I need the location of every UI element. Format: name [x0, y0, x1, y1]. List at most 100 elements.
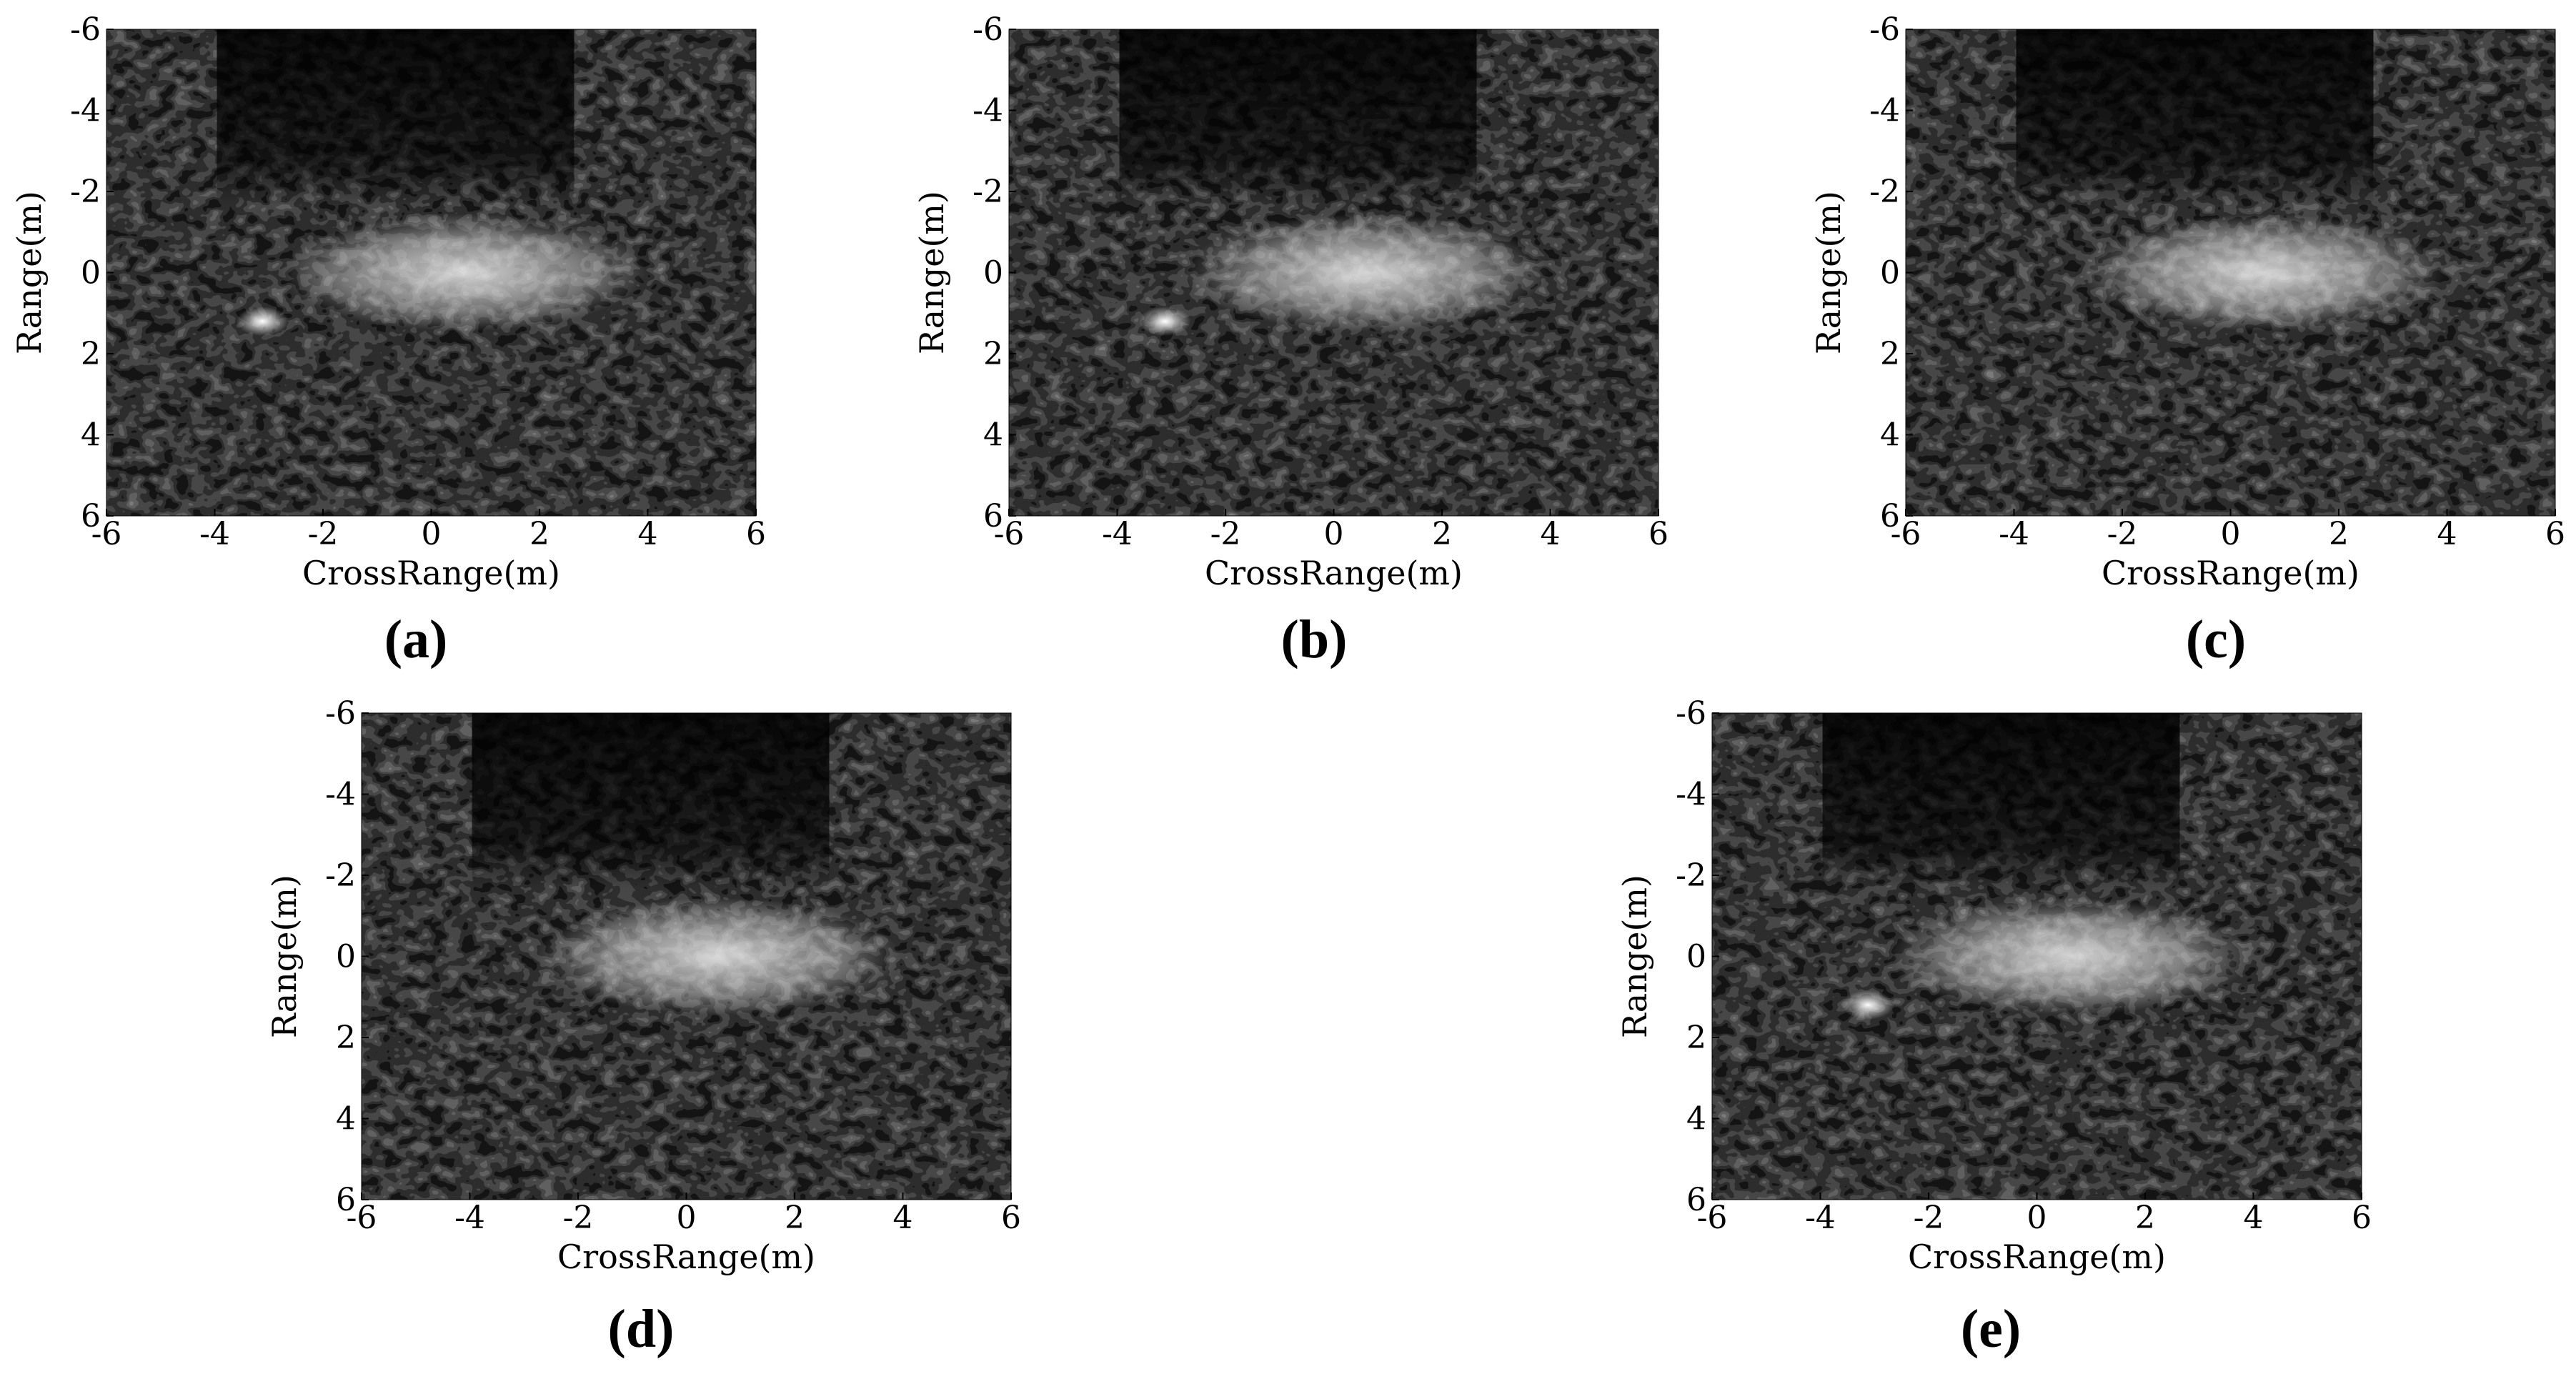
y-tick-label: 2 [1880, 336, 1900, 372]
panel: -6 -4 -2 0 2 4 6-6-4-20246CrossRange(m)Range(m… [1616, 695, 2372, 1359]
x-tick-label: 4 [638, 516, 658, 552]
y-axis-label: Range(m) [265, 875, 304, 1038]
x-axis-label: CrossRange(m) [302, 554, 560, 592]
x-tick-label: 6 [746, 516, 766, 552]
x-tick-label: 6 [2352, 1200, 2372, 1236]
x-tick-label: 0 [677, 1200, 697, 1236]
x-tick-label: -2 [563, 1200, 594, 1236]
y-tick-label: 4 [1880, 417, 1900, 454]
x-tick-label: 0 [422, 516, 442, 552]
x-tick-label: -4 [1102, 516, 1133, 552]
y-tick-label: -6 [1869, 11, 1900, 48]
panel: -6 -4 -2 0 2 4 6-6-4-20246CrossRange(m)Range(m… [10, 11, 766, 669]
y-tick-label: 6 [1686, 1182, 1706, 1218]
y-axis-label: Range(m) [912, 191, 951, 354]
y-tick-label: -2 [1676, 857, 1706, 894]
x-tick-label: -6 [347, 1200, 377, 1236]
y-axis-label: Range(m) [1616, 875, 1654, 1038]
caption: (c) [2186, 609, 2246, 669]
caption: (e) [1961, 1299, 2021, 1359]
y-tick-label: 0 [1686, 939, 1706, 975]
image-target [2081, 214, 2445, 332]
x-tick-label: 2 [529, 516, 549, 552]
x-tick-label: -2 [1210, 516, 1241, 552]
x-tick-label: 4 [1541, 516, 1561, 552]
y-tick-label: -4 [1869, 93, 1900, 129]
image-shadow [472, 713, 830, 889]
y-tick-label: 2 [1686, 1020, 1706, 1056]
image-target [1887, 897, 2252, 1015]
y-tick-label: -2 [1869, 174, 1900, 210]
image-shadow [217, 29, 575, 205]
x-tick-label: -4 [1805, 1200, 1836, 1236]
x-tick-label: 2 [2135, 1200, 2155, 1236]
y-tick-label: -4 [325, 777, 356, 813]
y-tick-label: -4 [973, 93, 1003, 129]
x-tick-label: 2 [785, 1200, 805, 1236]
y-tick-label: -2 [70, 174, 101, 210]
y-tick-label: 0 [81, 255, 101, 292]
x-tick-label: -4 [454, 1200, 485, 1236]
image-shadow [1822, 713, 2180, 889]
image-target [537, 897, 901, 1015]
y-tick-label: 4 [81, 417, 101, 454]
image-shadow [1119, 29, 1477, 205]
x-tick-label: 6 [2545, 516, 2565, 552]
caption: (d) [608, 1299, 675, 1359]
image-shadow [2016, 29, 2374, 205]
image-hotspot [1138, 307, 1191, 337]
y-tick-label: 6 [983, 498, 1003, 534]
y-tick-label: 6 [1880, 498, 1900, 534]
image-target [282, 214, 646, 332]
caption: (a) [384, 609, 448, 669]
y-tick-label: -2 [325, 857, 356, 894]
x-tick-label: 6 [1001, 1200, 1021, 1236]
y-tick-label: -4 [1676, 777, 1706, 813]
x-tick-label: 0 [2027, 1200, 2047, 1236]
x-axis-label: CrossRange(m) [557, 1238, 815, 1276]
x-tick-label: -6 [91, 516, 122, 552]
x-tick-label: 2 [2329, 516, 2349, 552]
x-tick-label: -2 [308, 516, 339, 552]
y-tick-label: 0 [983, 255, 1003, 292]
x-tick-label: -6 [994, 516, 1025, 552]
x-tick-label: -6 [1697, 1200, 1728, 1236]
y-tick-label: -6 [70, 11, 101, 48]
y-tick-label: -6 [973, 11, 1003, 48]
x-tick-label: 4 [2244, 1200, 2264, 1236]
y-tick-label: -6 [325, 695, 356, 732]
y-tick-label: 2 [983, 336, 1003, 372]
x-axis-label: CrossRange(m) [2102, 554, 2359, 592]
y-tick-label: 6 [336, 1182, 356, 1218]
image-hotspot [1841, 990, 1894, 1020]
x-tick-label: 2 [1432, 516, 1452, 552]
y-tick-label: 0 [1880, 255, 1900, 292]
panel: -6 -4 -2 0 2 4 6-6-4-20246CrossRange(m)Range(m… [912, 11, 1669, 669]
y-tick-label: -2 [973, 174, 1003, 210]
x-tick-label: -6 [1891, 516, 1921, 552]
x-tick-label: 0 [1324, 516, 1344, 552]
caption: (b) [1281, 609, 1348, 669]
y-tick-label: 4 [1686, 1101, 1706, 1137]
y-tick-label: 2 [81, 336, 101, 372]
x-tick-label: 4 [2437, 516, 2457, 552]
x-axis-label: CrossRange(m) [1908, 1238, 2166, 1276]
x-tick-label: 4 [893, 1200, 913, 1236]
y-tick-label: 4 [983, 417, 1003, 454]
panel: -6 -4 -2 0 2 4 6-6-4-20246CrossRange(m)Range(m… [1809, 11, 2565, 669]
panel: -6 -4 -2 0 2 4 6-6-4-20246CrossRange(m)Range(m… [265, 695, 1021, 1359]
y-tick-label: -6 [1676, 695, 1706, 732]
y-axis-label: Range(m) [1809, 191, 1848, 354]
y-tick-label: 4 [336, 1101, 356, 1137]
y-tick-label: 0 [336, 939, 356, 975]
x-tick-label: -4 [199, 516, 230, 552]
image-target [1184, 214, 1548, 332]
x-tick-label: -2 [1914, 1200, 1944, 1236]
x-axis-label: CrossRange(m) [1205, 554, 1463, 592]
image-hotspot [236, 307, 289, 337]
x-tick-label: 6 [1648, 516, 1669, 552]
y-axis-label: Range(m) [10, 191, 49, 354]
y-tick-label: 6 [81, 498, 101, 534]
